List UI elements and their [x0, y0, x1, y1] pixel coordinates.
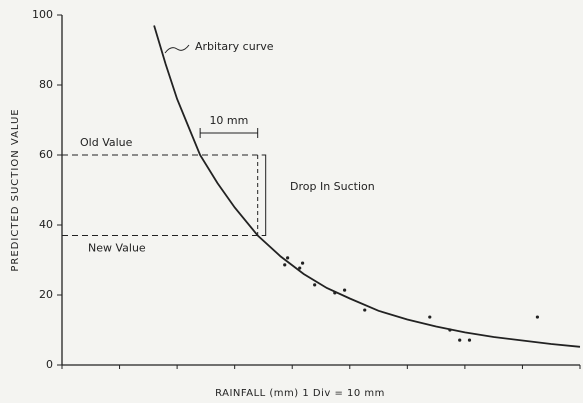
y-tick-label: 60	[39, 148, 53, 161]
data-point	[428, 315, 432, 319]
data-point	[286, 256, 290, 260]
data-point	[467, 338, 472, 342]
data-point	[313, 283, 317, 287]
interval-bracket	[199, 128, 259, 138]
data-point	[333, 291, 337, 295]
curve-leader	[164, 44, 190, 54]
data-point	[535, 315, 540, 319]
data-point	[300, 261, 305, 265]
curve	[153, 25, 581, 348]
data-point	[342, 288, 347, 292]
x-axis-label: RAINFALL (mm) 1 Div = 10 mm	[215, 388, 385, 399]
y-tick-label: 80	[39, 78, 53, 91]
y-axis-label: PREDICTED SUCTION VALUE	[10, 108, 21, 271]
new-value-label: New Value	[88, 242, 146, 255]
y-tick-label: 0	[46, 358, 53, 371]
y-tick-label: 20	[39, 288, 53, 301]
drop-bracket	[261, 154, 267, 236]
data-point	[283, 263, 287, 267]
data-point	[298, 266, 302, 270]
old-value-label: Old Value	[80, 136, 133, 149]
y-tick-label: 40	[39, 218, 53, 231]
data-point	[363, 308, 367, 312]
drop-label: Drop In Suction	[290, 180, 375, 193]
data-point	[458, 338, 462, 342]
data-point	[448, 328, 452, 332]
curve-label: Arbitary curve	[195, 40, 274, 53]
y-tick-label: 100	[32, 8, 53, 21]
interval-label: 10 mm	[209, 114, 248, 127]
